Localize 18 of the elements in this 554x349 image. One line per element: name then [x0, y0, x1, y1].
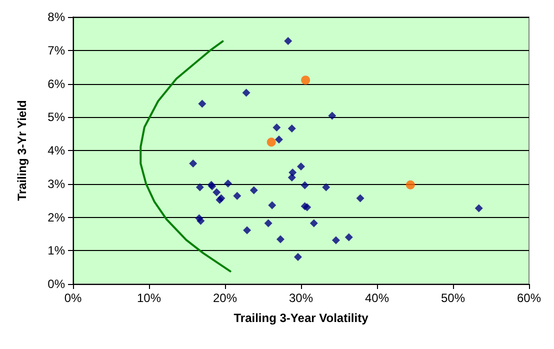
x-tick-label: 50% [440, 291, 466, 305]
y-axis-title: Trailing 3-Yr Yield [15, 100, 29, 201]
y-tick-label: 2% [48, 210, 66, 224]
x-tick-label: 10% [136, 291, 162, 305]
y-tick-label: 4% [48, 144, 66, 158]
y-tick-label: 3% [48, 176, 66, 191]
x-tick-label: 40% [364, 291, 390, 305]
y-tick-label: 6% [48, 76, 66, 91]
y-tick-label: 8% [48, 10, 66, 24]
x-tick-label: 0% [64, 291, 82, 305]
y-tick-label: 7% [48, 43, 66, 58]
x-tick-label: 60% [516, 291, 542, 305]
y-tick-label: 1% [48, 244, 66, 258]
x-tick-label: 30% [288, 291, 314, 305]
x-axis-title: Trailing 3-Year Volatility [234, 311, 369, 325]
y-tick-label: 5% [48, 110, 66, 124]
x-tick-label: 20% [212, 291, 238, 305]
y-tick-label: 0% [48, 277, 66, 291]
